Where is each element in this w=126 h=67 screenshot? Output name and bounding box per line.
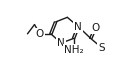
Text: O: O: [91, 23, 100, 33]
Text: O: O: [36, 29, 44, 39]
Text: N: N: [57, 38, 65, 48]
Text: S: S: [98, 43, 105, 53]
Text: N: N: [74, 22, 82, 32]
Text: NH₂: NH₂: [64, 45, 83, 55]
